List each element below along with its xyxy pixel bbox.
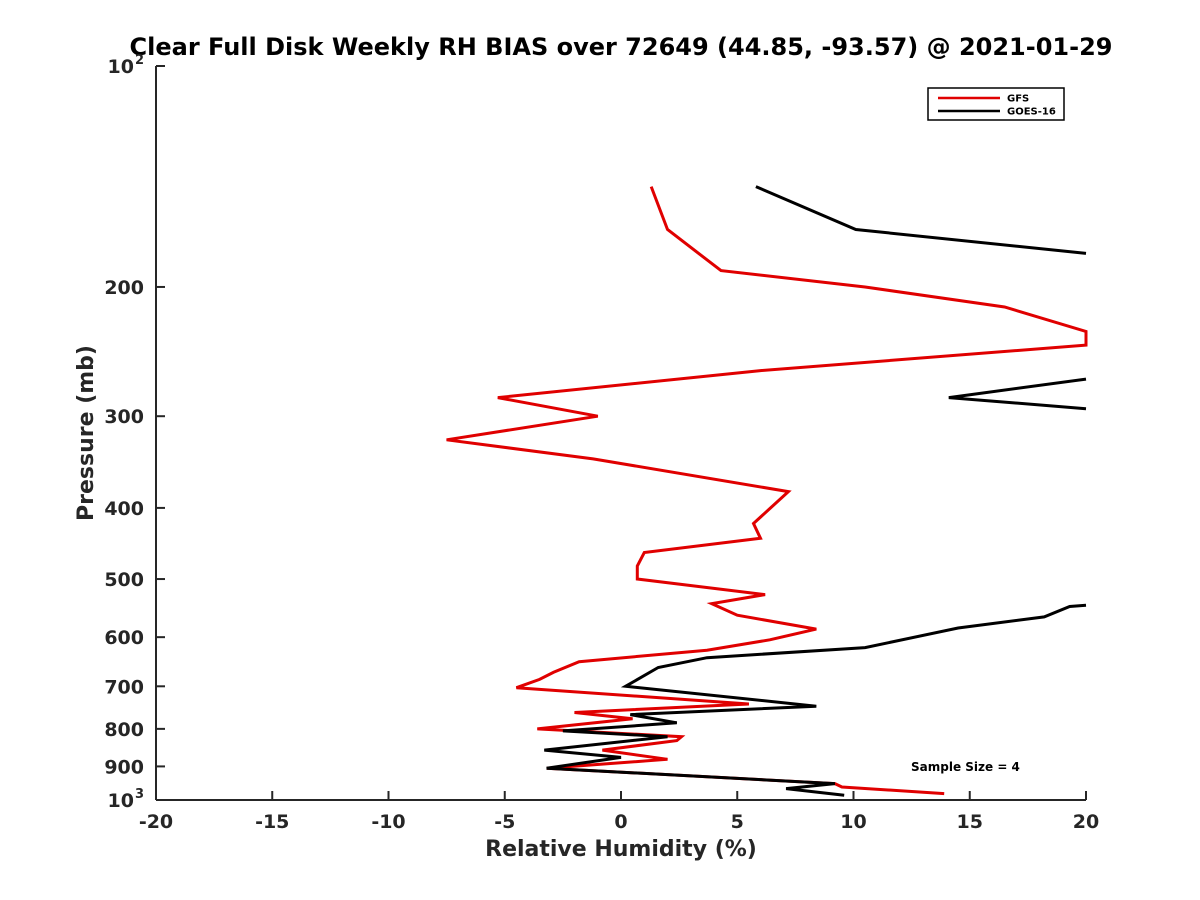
y-tick-label: 500 [104,569,144,591]
y-axis-label: Pressure (mb) [74,345,99,521]
x-tick-label: -15 [255,811,289,833]
y-tick-label: 10 [108,56,134,78]
y-tick-label: 600 [104,627,144,649]
legend: GFS GOES-16 [927,87,1065,121]
y-tick-exponent: 3 [135,787,144,802]
y-tick-label: 900 [104,756,144,778]
y-tick-label: 10 [108,790,134,812]
y-tick-label: 400 [104,498,144,520]
x-tick-label: 20 [1073,811,1099,833]
series-line-goes-16 [544,185,1087,797]
plot-area: -20 -15 -10 -5 0 5 10 15 20 10 220030040050060070… [104,53,1099,833]
series-layer [446,185,1088,797]
x-tick-label: 10 [840,811,866,833]
sample-size-annotation: Sample Size = 4 [911,760,1020,774]
y-tick-label: 700 [104,676,144,698]
y-tick-label: 800 [104,719,144,741]
y-tick-label: 200 [104,277,144,299]
chart-title: Clear Full Disk Weekly RH BIAS over 7264… [130,33,1113,61]
legend-label: GOES-16 [1007,107,1056,118]
legend-items: GFS GOES-16 [938,94,1056,118]
x-tick-label: 5 [731,811,744,833]
legend-box [927,87,1065,121]
x-axis-label: Relative Humidity (%) [485,837,757,862]
x-tick-label: 0 [614,811,627,833]
x-tick-label: -5 [494,811,515,833]
y-tick-exponent: 2 [135,53,144,68]
x-tick-label: -20 [139,811,173,833]
series-line-gfs [446,186,1088,796]
x-tick-label: -10 [371,811,405,833]
x-tick-label: 15 [957,811,983,833]
y-tick-label: 300 [104,406,144,428]
legend-label: GFS [1007,94,1029,105]
x-ticks: -20 -15 -10 -5 0 5 10 15 20 [139,791,1099,833]
